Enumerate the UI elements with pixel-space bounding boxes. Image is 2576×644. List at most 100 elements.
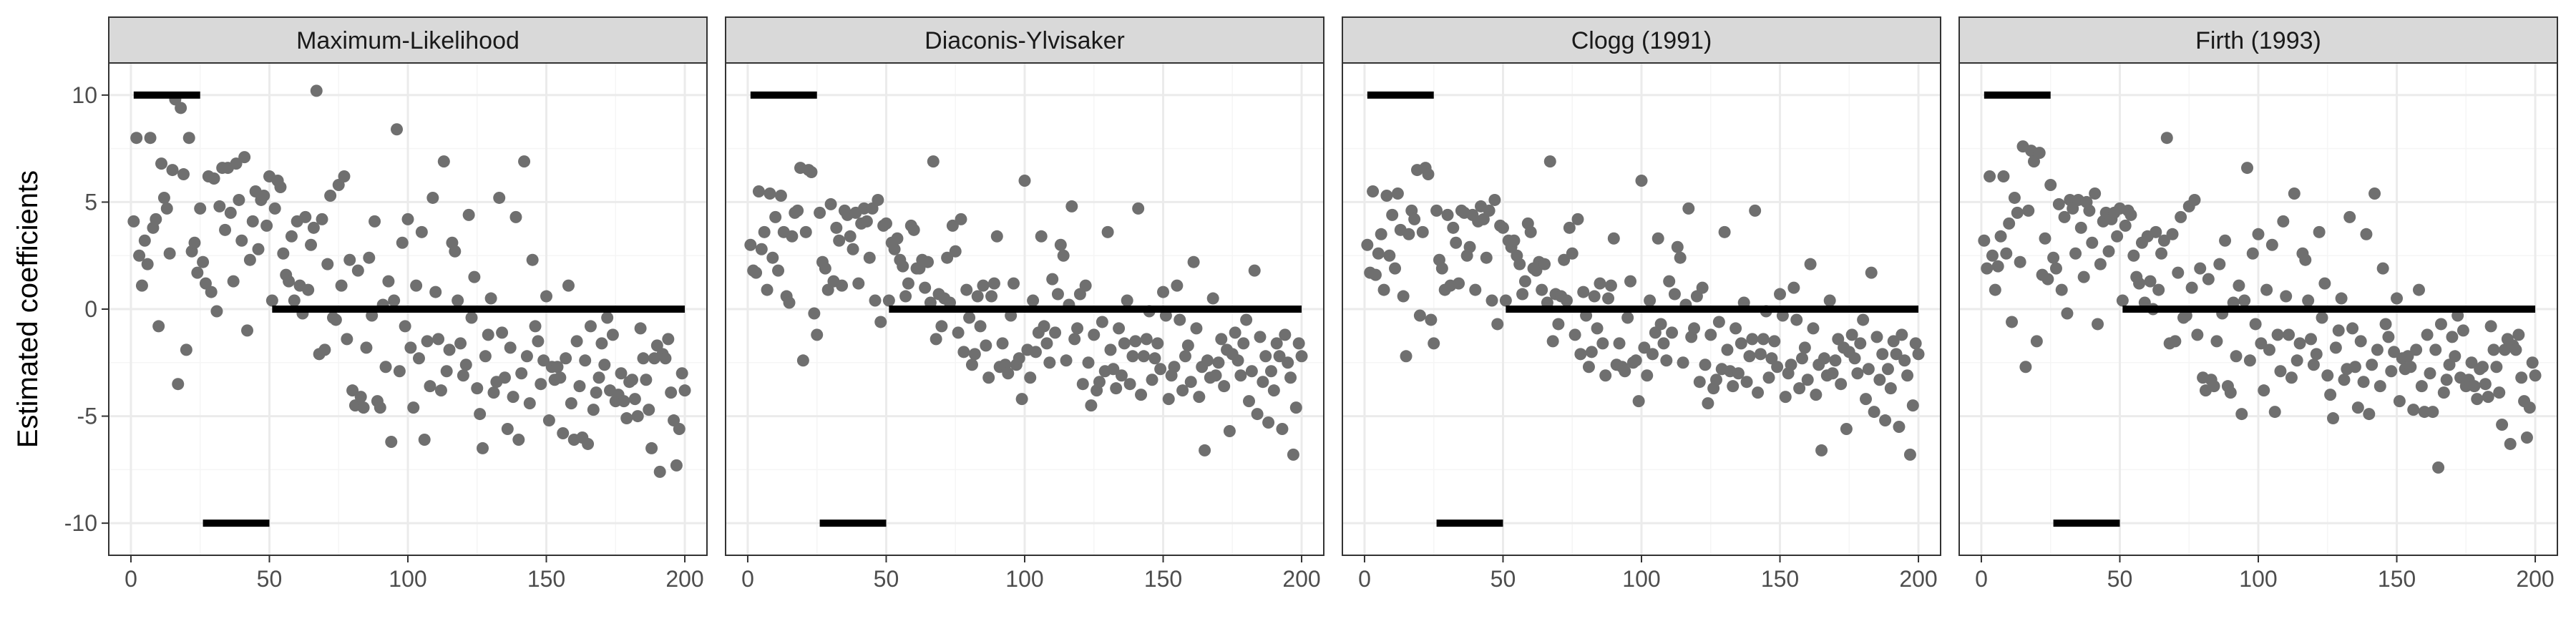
data-point [1774, 288, 1787, 301]
data-point [946, 219, 959, 232]
data-point [1632, 395, 1645, 408]
x-axis: 0 50 100 150 200 [125, 555, 704, 592]
data-point [595, 337, 608, 350]
data-point [1893, 421, 1906, 434]
data-point [1422, 168, 1435, 181]
data-point [601, 311, 614, 324]
data-point [1400, 350, 1413, 363]
data-point [852, 277, 865, 290]
data-point [2307, 358, 2320, 371]
data-point [645, 441, 658, 454]
data-point [2175, 210, 2187, 223]
data-point [1243, 395, 1255, 408]
data-point [863, 251, 876, 264]
data-point [1002, 367, 1015, 380]
data-point [819, 262, 831, 275]
data-point [2033, 147, 2046, 160]
data-point [2449, 350, 2462, 363]
data-point [1425, 313, 1438, 326]
data-point [662, 333, 675, 346]
data-point [774, 189, 787, 202]
data-point [1184, 376, 1197, 389]
data-point [457, 369, 469, 382]
data-point [2357, 376, 2370, 389]
data-point [388, 294, 401, 307]
data-point [526, 253, 539, 266]
data-point [587, 404, 600, 416]
data-point [1035, 230, 1048, 243]
x-tick-label: 50 [2107, 566, 2133, 592]
data-point [2202, 273, 2215, 286]
data-point [2277, 215, 2290, 228]
data-point [1884, 382, 1897, 395]
data-point [570, 335, 583, 348]
data-point [1513, 258, 1526, 270]
data-point [573, 380, 586, 393]
data-point [1496, 221, 1509, 234]
data-point [369, 215, 381, 228]
data-point [2052, 197, 2065, 210]
data-point [2515, 371, 2528, 384]
data-point [360, 341, 373, 354]
data-point [1046, 273, 1059, 286]
data-point [2210, 335, 2223, 348]
data-point [2274, 365, 2287, 378]
data-point [1807, 322, 1820, 335]
facet-strip-label: Maximum-Likelihood [296, 27, 519, 54]
data-point [582, 437, 595, 450]
data-point [2327, 412, 2339, 425]
data-point [1674, 251, 1687, 264]
data-point [1008, 277, 1020, 290]
facet-panel: Diaconis-Ylvisaker 0 50 100 150 200 [725, 16, 1324, 592]
data-point [1383, 249, 1396, 262]
data-point [2041, 273, 2054, 286]
data-point [772, 264, 785, 277]
x-tick-label: 150 [2378, 566, 2416, 592]
data-point [2440, 374, 2453, 386]
data-point [2313, 225, 2326, 238]
data-point [2401, 350, 2414, 363]
data-point [341, 333, 353, 346]
data-point [535, 378, 547, 391]
data-point [2150, 225, 2162, 238]
x-tick-label: 150 [1761, 566, 1799, 592]
x-tick-label: 150 [527, 566, 565, 592]
data-point [432, 333, 445, 346]
data-point [1644, 294, 1657, 307]
data-point [2047, 251, 2060, 264]
data-point [1389, 262, 1402, 275]
data-point [1369, 268, 1382, 281]
data-point [2346, 322, 2359, 335]
data-point [2111, 230, 2124, 243]
data-point [634, 322, 647, 335]
data-point [1054, 238, 1067, 251]
data-point [305, 238, 318, 251]
data-point [673, 423, 686, 436]
data-point [299, 210, 312, 223]
data-point [2049, 262, 2062, 275]
data-point [1508, 234, 1521, 247]
data-point [1585, 346, 1598, 358]
data-point [1015, 393, 1028, 406]
data-point [1123, 378, 1136, 391]
data-point [1574, 348, 1587, 361]
data-point [957, 346, 970, 358]
data-point [2493, 386, 2506, 399]
data-point [769, 210, 782, 223]
data-point [2329, 341, 2342, 354]
data-point [512, 433, 525, 446]
data-point [1729, 322, 1742, 335]
data-point [1829, 354, 1842, 367]
data-point [1571, 213, 1584, 225]
data-point [1978, 234, 1991, 247]
data-point [2152, 283, 2165, 296]
data-points [127, 84, 691, 478]
data-point [351, 264, 364, 277]
data-point [1594, 277, 1606, 290]
data-point [1862, 363, 1875, 376]
x-axis: 0 50 100 150 200 [741, 555, 1321, 592]
data-point [454, 337, 467, 350]
data-point [830, 221, 843, 234]
data-point [1212, 356, 1225, 369]
data-point [2426, 406, 2439, 419]
